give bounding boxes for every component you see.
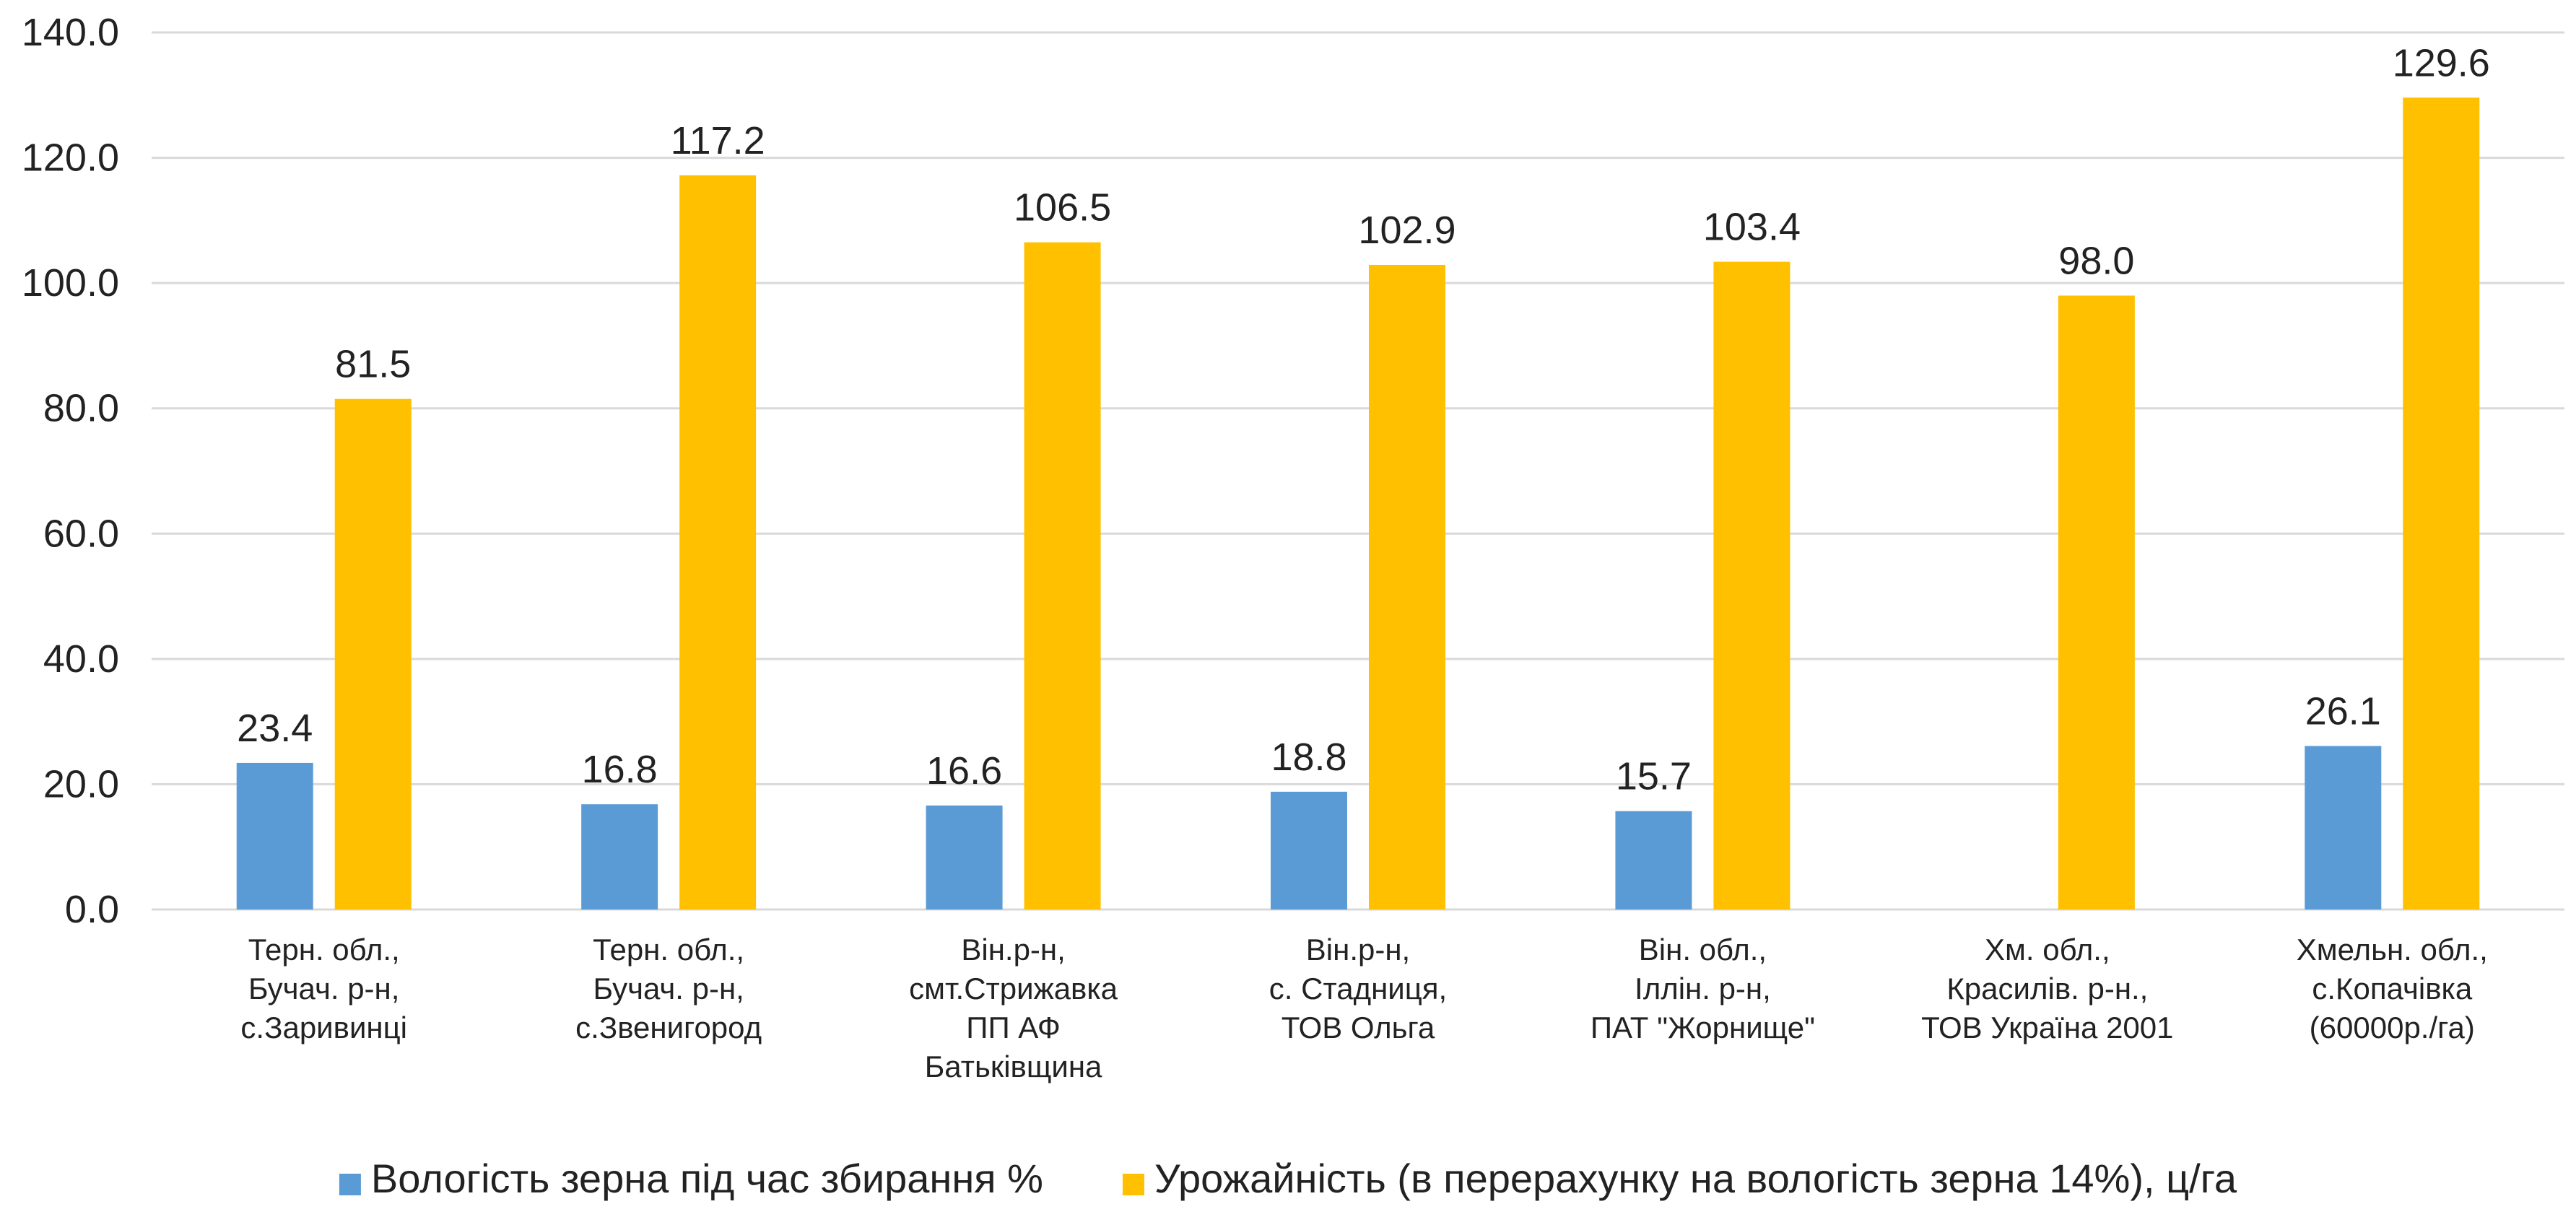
bar-series1-cat2 <box>581 804 658 910</box>
legend-label: Урожайність (в перерахунку на вологість … <box>1154 1156 2237 1201</box>
category-label-line: Красилів. р-н., <box>1946 972 2148 1006</box>
y-tick-label: 80.0 <box>43 387 119 430</box>
category-label-line: Він.р-н, <box>1306 933 1410 967</box>
legend: Вологість зерна під час збирання % Урожай… <box>339 1156 2237 1201</box>
data-label-series2-cat1: 81.5 <box>335 343 411 386</box>
data-label-series2-cat3: 106.5 <box>1014 186 1111 230</box>
category-label-line: с.Копачівка <box>2312 972 2472 1006</box>
category-label-2: Терн. обл., Бучач. р-н, с.Звенигород <box>575 933 762 1044</box>
bar-series2-cat3 <box>1024 242 1101 910</box>
bar-series1-cat4 <box>1271 791 1347 910</box>
category-label-line: Він. обл., <box>1639 933 1767 967</box>
category-label-6: Хм. обл., Красилів. р-н., ТОВ Україна 2001 <box>1921 933 2173 1044</box>
y-tick-label: 100.0 <box>22 261 119 305</box>
legend-swatch <box>1122 1174 1144 1195</box>
category-label-line: ТОВ Україна 2001 <box>1921 1011 2173 1044</box>
y-tick-label: 140.0 <box>22 11 119 54</box>
category-label-line: Бучач. р-н, <box>593 972 744 1006</box>
bar-series2-cat2 <box>679 175 757 910</box>
data-label-series2-cat2: 117.2 <box>671 119 765 162</box>
category-label-line: смт.Стрижавка <box>909 972 1118 1006</box>
legend-item-2: Урожайність (в перерахунку на вологість … <box>1122 1156 2237 1201</box>
bar-series2-cat4 <box>1369 264 1445 910</box>
legend-swatch <box>339 1174 361 1195</box>
category-label-7: Хмельн. обл., с.Копачівка (60000р./га) <box>2297 933 2488 1044</box>
data-label-series2-cat6: 98.0 <box>2058 240 2134 283</box>
bar-series1-cat5 <box>1615 811 1692 910</box>
legend-label: Вологість зерна під час збирання % <box>371 1156 1043 1201</box>
bar-series2-cat7 <box>2403 97 2480 910</box>
data-label-series1-cat5: 15.7 <box>1616 755 1692 798</box>
category-label-line: ТОВ Ольга <box>1282 1011 1435 1044</box>
bar-series2-cat6 <box>2058 295 2135 910</box>
category-label-line: Батьківщина <box>925 1050 1102 1083</box>
category-label-line: Терн. обл., <box>593 933 744 967</box>
data-label-series1-cat3: 16.6 <box>926 749 1002 793</box>
category-label-line: с.Звенигород <box>575 1011 762 1044</box>
data-label-series1-cat1: 23.4 <box>237 707 313 750</box>
bar-series1-cat7 <box>2305 746 2382 910</box>
bar-series2-cat1 <box>334 398 412 910</box>
bar-series2-cat5 <box>1713 261 1790 910</box>
legend-item-1: Вологість зерна під час збирання % <box>339 1156 1043 1201</box>
category-label-line: Хмельн. обл., <box>2297 933 2488 967</box>
data-label-series2-cat4: 102.9 <box>1358 209 1455 252</box>
y-tick-label: 0.0 <box>65 888 119 931</box>
category-label-line: Хм. обл., <box>1985 933 2110 967</box>
bar-series1-cat1 <box>236 762 313 910</box>
data-label-series1-cat4: 18.8 <box>1271 736 1346 779</box>
category-label-5: Він. обл., Іллін. р-н, ПАТ "Жорнище" <box>1591 933 1815 1044</box>
data-label-series2-cat5: 103.4 <box>1703 206 1801 249</box>
category-label-line: с.Заривинці <box>240 1011 407 1044</box>
y-tick-label: 120.0 <box>22 136 119 180</box>
category-label-line: с. Стадниця, <box>1269 972 1447 1006</box>
category-label-line: ПП АФ <box>966 1011 1061 1044</box>
category-label-line: ПАТ "Жорнище" <box>1591 1011 1815 1044</box>
category-label-line: Він.р-н, <box>961 933 1065 967</box>
gridlines <box>152 31 2564 911</box>
category-label-4: Він.р-н, с. Стадниця, ТОВ Ольга <box>1269 933 1447 1044</box>
bars <box>236 97 2480 910</box>
y-tick-label: 20.0 <box>43 762 119 806</box>
category-label-1: Терн. обл., Бучач. р-н, с.Заривинці <box>240 933 407 1044</box>
data-label-series2-cat7: 129.6 <box>2393 41 2490 84</box>
category-label-3: Він.р-н, смт.Стрижавка ПП АФ Батьківщина <box>909 933 1118 1083</box>
category-label-line: Іллін. р-н, <box>1635 972 1771 1006</box>
data-labels: 23.4 81.5 16.8 117.2 16.6 106.5 18.8 102.9 15.7 1… <box>237 41 2490 798</box>
category-label-line: Терн. обл., <box>248 933 400 967</box>
y-axis-ticks: 0.0 20.0 40.0 60.0 80.0 100.0 120.0 140.0 <box>22 11 119 931</box>
category-label-line: (60000р./га) <box>2310 1011 2475 1044</box>
y-tick-label: 40.0 <box>43 637 119 681</box>
y-tick-label: 60.0 <box>43 512 119 555</box>
category-label-line: Бучач. р-н, <box>248 972 399 1006</box>
data-label-series1-cat7: 26.1 <box>2305 689 2381 733</box>
data-label-series1-cat2: 16.8 <box>582 748 658 791</box>
bar-series1-cat3 <box>926 805 1003 910</box>
